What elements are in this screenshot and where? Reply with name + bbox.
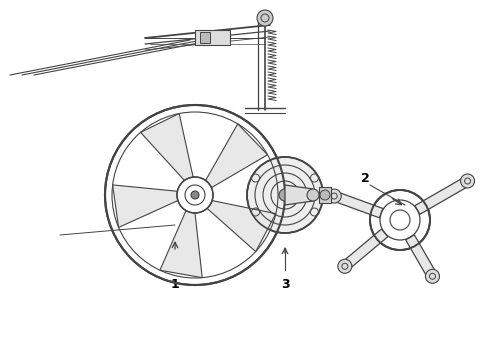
Circle shape <box>370 190 430 250</box>
Polygon shape <box>285 185 313 205</box>
Polygon shape <box>207 201 276 252</box>
Circle shape <box>307 189 319 201</box>
Circle shape <box>425 269 440 283</box>
Polygon shape <box>406 235 437 279</box>
Polygon shape <box>160 211 202 278</box>
Polygon shape <box>342 229 388 270</box>
Circle shape <box>279 189 291 201</box>
Circle shape <box>257 10 273 26</box>
Circle shape <box>338 259 352 273</box>
Circle shape <box>177 177 213 213</box>
Bar <box>200 32 210 43</box>
Circle shape <box>320 190 330 200</box>
Text: 1: 1 <box>171 279 179 292</box>
Bar <box>195 30 230 45</box>
Polygon shape <box>113 185 178 228</box>
Circle shape <box>461 174 474 188</box>
Polygon shape <box>206 124 268 188</box>
Polygon shape <box>415 177 470 214</box>
Circle shape <box>191 191 199 199</box>
Circle shape <box>327 189 341 203</box>
Text: 3: 3 <box>281 279 289 292</box>
Text: 2: 2 <box>361 171 369 185</box>
Circle shape <box>105 105 285 285</box>
Polygon shape <box>333 192 383 218</box>
Polygon shape <box>141 113 193 180</box>
Circle shape <box>247 157 323 233</box>
Bar <box>319 187 331 203</box>
